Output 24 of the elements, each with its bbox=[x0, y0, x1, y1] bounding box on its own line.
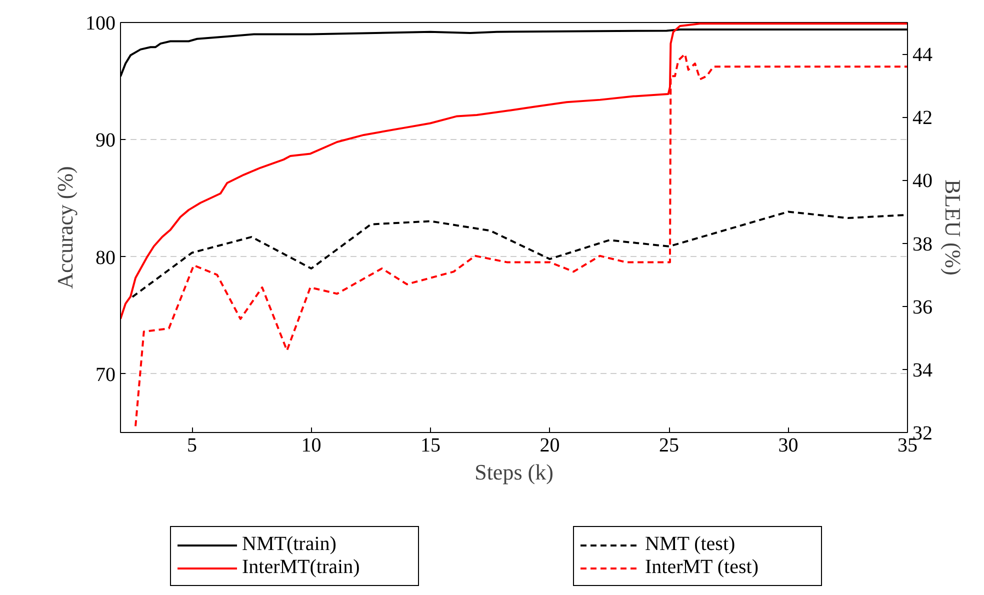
y2-tick-label: 40 bbox=[912, 170, 932, 192]
y2-axis-title: BLEU (%) bbox=[940, 180, 966, 276]
y-tick-label: 80 bbox=[96, 246, 116, 269]
legend-label: InterMT(train) bbox=[242, 556, 361, 579]
y2-tick-label: 42 bbox=[912, 107, 932, 130]
y-axis-title: Accuracy (%) bbox=[52, 166, 78, 289]
y2-tick-label: 34 bbox=[912, 359, 932, 382]
x-tick-label: 10 bbox=[301, 434, 322, 456]
x-tick-label: 20 bbox=[540, 434, 560, 456]
y-tick-label: 100 bbox=[86, 12, 116, 34]
x-tick-label: 35 bbox=[898, 434, 918, 456]
legend-label: NMT (test) bbox=[645, 533, 736, 556]
y2-tick-label: 44 bbox=[912, 44, 932, 66]
x-tick-label: 30 bbox=[778, 434, 798, 456]
y2-tick-label: 38 bbox=[912, 233, 932, 256]
x-tick-label: 5 bbox=[187, 434, 198, 456]
legend-label: NMT(train) bbox=[242, 533, 338, 556]
y-tick-label: 90 bbox=[96, 130, 116, 152]
x-axis-title: Steps (k) bbox=[474, 460, 554, 484]
x-tick-label: 25 bbox=[659, 434, 680, 456]
y-tick-label: 70 bbox=[96, 364, 116, 386]
x-tick-label: 15 bbox=[420, 434, 441, 456]
y2-tick-label: 36 bbox=[912, 296, 932, 318]
legend-label: InterMT (test) bbox=[645, 556, 760, 579]
